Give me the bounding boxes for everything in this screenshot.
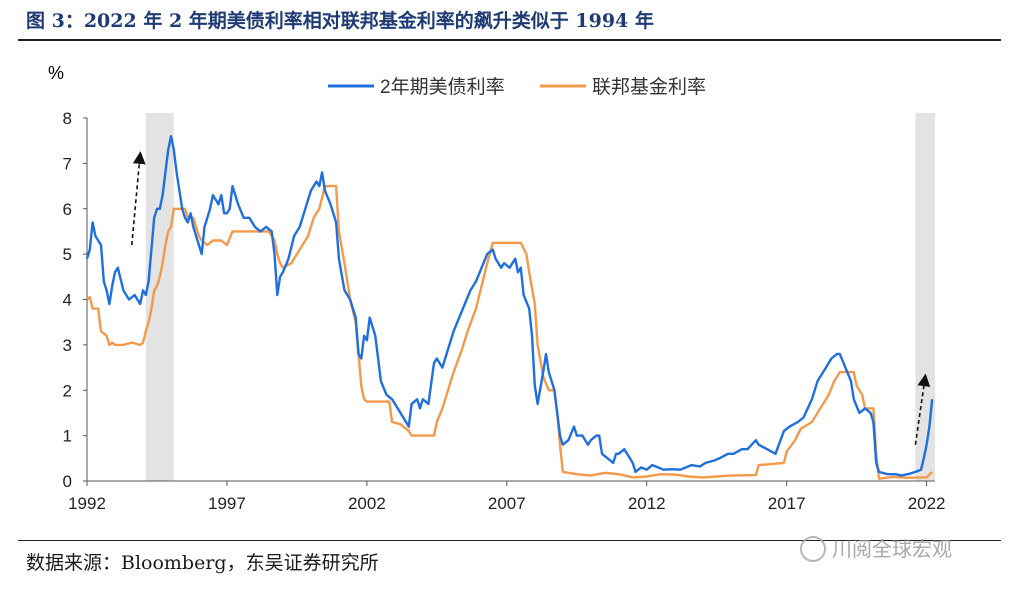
y-tick-label: 0 (63, 472, 72, 491)
series-line-treasury (85, 135, 934, 477)
x-tick-label: 2002 (348, 494, 386, 513)
y-tick-label: 8 (63, 109, 72, 128)
shaded-periods (145, 113, 935, 481)
legend-label-fedfunds: 联邦基金利率 (592, 76, 706, 98)
axes: 0 1 2 3 4 5 6 7 8 1992 1997 2002 2007 2012 2017 2022 (63, 109, 946, 513)
y-unit-label: % (48, 63, 64, 83)
watermark-text: 川阅全球宏观 (832, 537, 952, 561)
y-tick-label: 2 (63, 381, 72, 400)
x-tick-label: 1997 (208, 494, 246, 513)
source-rule (18, 540, 1001, 541)
legend-label-treasury: 2年期美债利率 (380, 76, 505, 98)
x-tick-label: 2012 (628, 494, 666, 513)
trend-arrow-0 (130, 151, 146, 246)
x-tick-label: 2007 (488, 494, 526, 513)
wechat-icon (800, 535, 826, 562)
x-tick-label: 2022 (908, 494, 946, 513)
x-tick-label: 1992 (68, 494, 106, 513)
y-tick-label: 4 (63, 291, 72, 310)
y-tick-label: 5 (63, 245, 72, 264)
shaded-period-1 (915, 113, 935, 481)
y-tick-label: 6 (63, 200, 72, 219)
y-tick-label: 3 (63, 336, 72, 355)
shaded-period-0 (145, 113, 174, 481)
title-rule (18, 39, 1001, 41)
figure-title: 图 3：2022 年 2 年期美债利率相对联邦基金利率的飙升类似于 1994 年 (26, 10, 654, 32)
trend-arrow-1 (914, 373, 931, 445)
legend: 2年期美债利率 联邦基金利率 (328, 76, 706, 98)
series-line-fedfunds (86, 184, 934, 480)
x-tick-label: 2017 (768, 494, 806, 513)
trend-arrows (130, 151, 931, 445)
series-lines (85, 135, 934, 480)
source-note: 数据来源：Bloomberg，东吴证券研究所 (26, 552, 379, 574)
y-tick-label: 1 (63, 427, 72, 446)
y-tick-label: 7 (63, 154, 72, 173)
watermark: 川阅全球宏观 (800, 533, 952, 564)
